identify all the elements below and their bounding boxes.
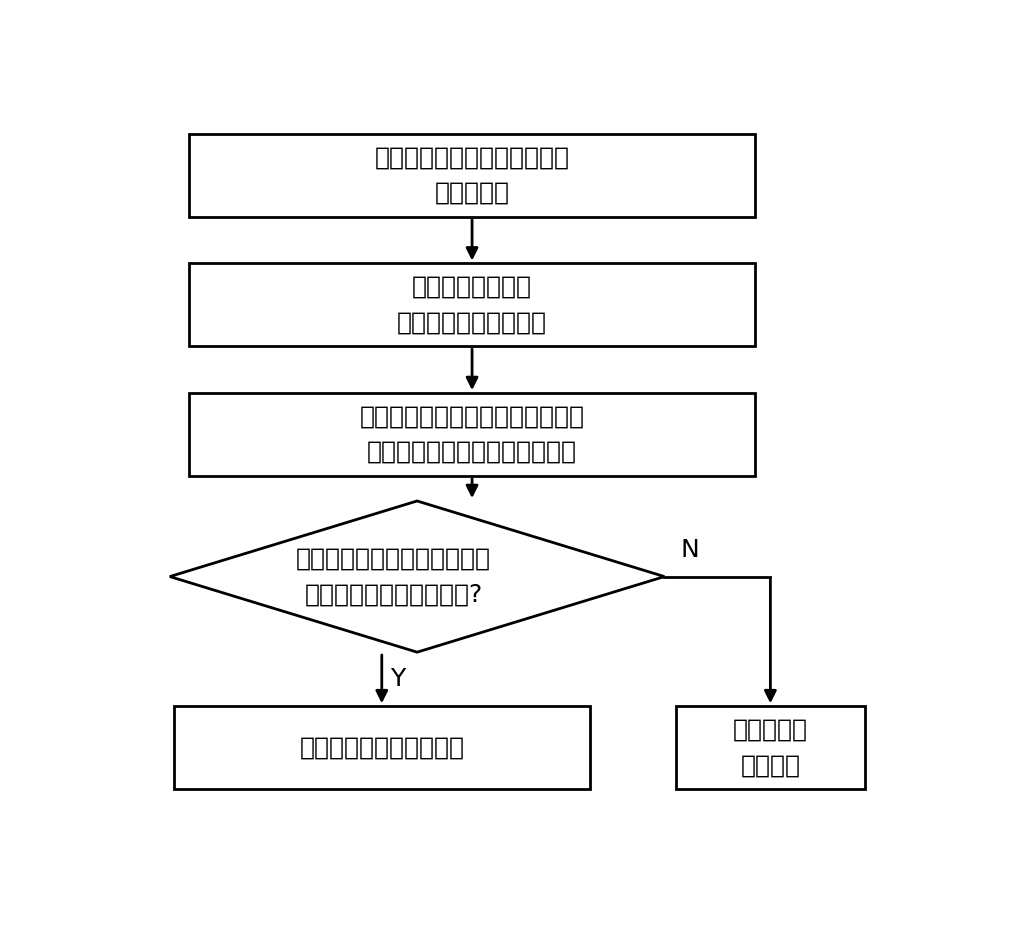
FancyBboxPatch shape [189, 134, 755, 217]
FancyBboxPatch shape [677, 706, 865, 789]
FancyBboxPatch shape [189, 264, 755, 346]
Text: Y: Y [390, 668, 405, 691]
Text: 变压器处于
正常状态: 变压器处于 正常状态 [732, 718, 808, 777]
Text: 变压器处于直流偏磁状态: 变压器处于直流偏磁状态 [299, 736, 464, 759]
Text: 根据噪声信号提取
直流偏磁噪声特征参数: 根据噪声信号提取 直流偏磁噪声特征参数 [397, 275, 547, 335]
Text: 检测变压器指定的噪声检测点
的噪声信号: 检测变压器指定的噪声检测点 的噪声信号 [375, 146, 569, 205]
Text: 直流偏磁噪声特征参数超过直
流偏磁噪声特征参数阈值?: 直流偏磁噪声特征参数超过直 流偏磁噪声特征参数阈值? [296, 547, 491, 606]
FancyBboxPatch shape [189, 393, 755, 476]
Polygon shape [170, 501, 665, 653]
Text: N: N [680, 539, 699, 562]
Text: 将直流偏磁噪声特征参数和预设的
直流偏磁噪声特征参数阈值比较: 将直流偏磁噪声特征参数和预设的 直流偏磁噪声特征参数阈值比较 [360, 405, 585, 464]
FancyBboxPatch shape [174, 706, 590, 789]
